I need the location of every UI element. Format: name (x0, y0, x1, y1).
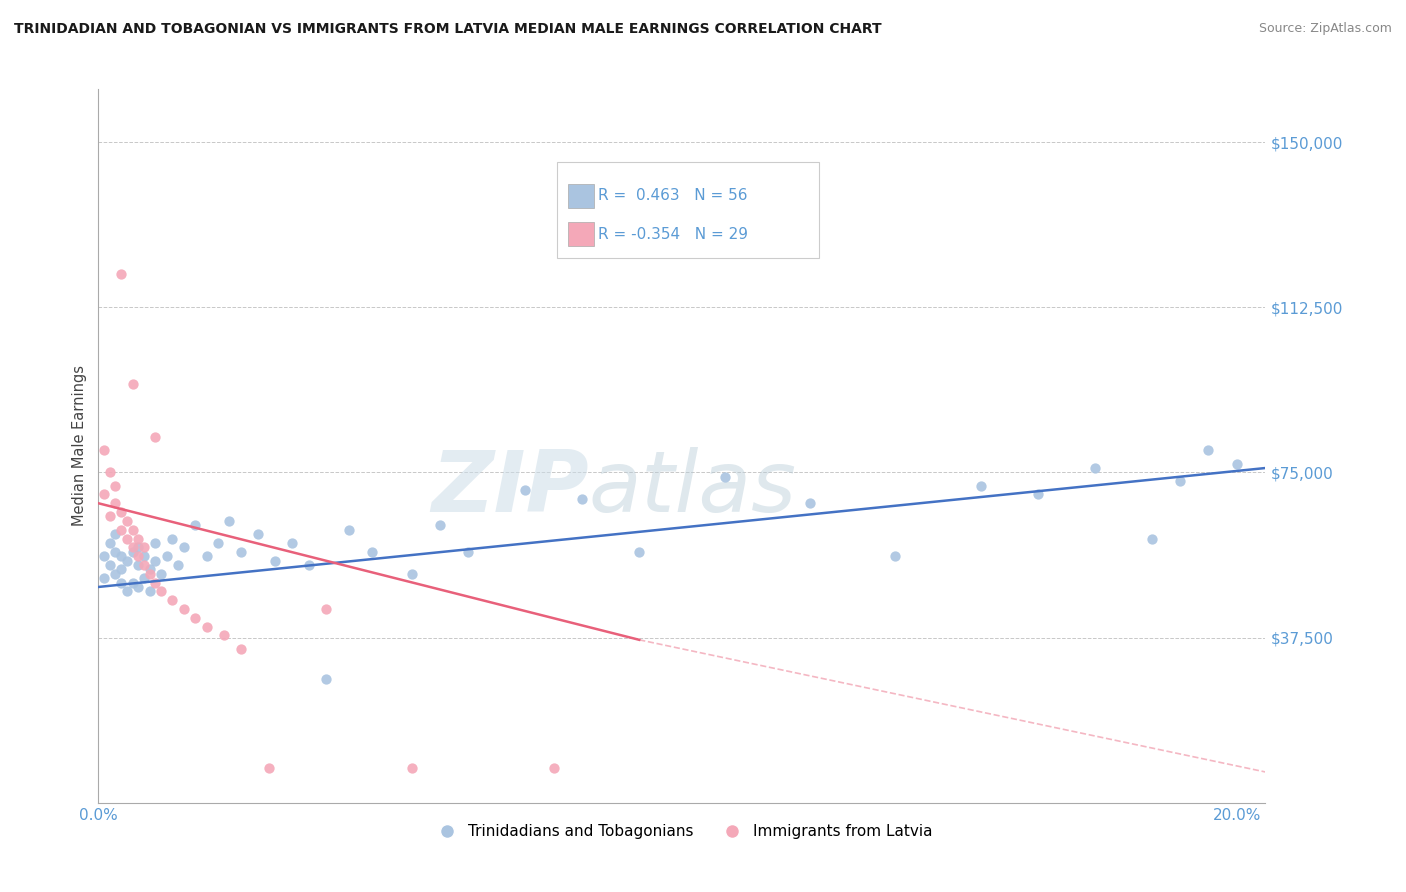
Point (257, 760, 280, 774)
Point (1168, 475, 1191, 489)
Point (115, 514, 138, 528)
Text: atlas: atlas (589, 447, 797, 531)
Point (195, 619, 218, 633)
Point (115, 584, 138, 599)
Point (127, 580, 149, 594)
Point (121, 523, 143, 537)
Point (628, 545, 651, 559)
Point (150, 566, 173, 581)
Point (970, 478, 993, 492)
Point (143, 575, 166, 590)
Point (360, 545, 382, 559)
Point (218, 514, 240, 528)
Point (132, 541, 155, 555)
Point (127, 549, 149, 563)
Point (713, 470, 735, 484)
Point (110, 505, 132, 519)
Point (162, 532, 184, 546)
Point (1226, 457, 1249, 471)
Point (1198, 443, 1220, 458)
Point (93, 443, 115, 458)
FancyBboxPatch shape (568, 222, 593, 246)
Point (110, 549, 132, 563)
Point (173, 541, 195, 555)
Legend: Trinidadians and Tobagonians, Immigrants from Latvia: Trinidadians and Tobagonians, Immigrants… (425, 818, 939, 845)
Point (515, 483, 537, 497)
Point (401, 566, 423, 581)
Point (104, 545, 127, 559)
Point (212, 628, 235, 642)
Point (104, 496, 127, 510)
Point (457, 545, 479, 559)
Point (143, 536, 166, 550)
Point (104, 478, 127, 492)
Point (110, 267, 132, 281)
Point (98, 558, 121, 572)
Point (571, 491, 593, 506)
Point (138, 566, 160, 581)
Point (184, 611, 207, 625)
Point (315, 673, 337, 687)
Point (138, 562, 160, 576)
Point (98, 466, 121, 480)
Point (143, 430, 166, 444)
Point (156, 549, 179, 563)
Point (401, 760, 423, 774)
Point (110, 575, 132, 590)
Point (127, 558, 149, 572)
Point (246, 527, 269, 541)
Point (127, 541, 149, 555)
Point (104, 566, 127, 581)
Point (115, 532, 138, 546)
Point (143, 553, 166, 567)
Point (121, 545, 143, 559)
Point (229, 641, 252, 656)
Point (127, 532, 149, 546)
Point (207, 536, 229, 550)
Point (121, 377, 143, 392)
Point (162, 593, 184, 607)
Point (93, 487, 115, 501)
Point (799, 496, 821, 510)
FancyBboxPatch shape (557, 162, 818, 258)
Point (110, 562, 132, 576)
Point (93, 549, 115, 563)
Point (173, 602, 195, 616)
Point (298, 558, 321, 572)
Point (132, 549, 155, 563)
Text: ZIP: ZIP (430, 447, 589, 531)
Y-axis label: Median Male Earnings: Median Male Earnings (72, 366, 87, 526)
Point (121, 575, 143, 590)
Point (1026, 487, 1049, 501)
Point (167, 558, 190, 572)
Point (115, 553, 138, 567)
Point (110, 523, 132, 537)
FancyBboxPatch shape (568, 184, 593, 208)
Point (429, 518, 451, 533)
Point (315, 602, 337, 616)
Point (93, 571, 115, 585)
Point (281, 536, 304, 550)
Point (1084, 461, 1107, 475)
Point (104, 527, 127, 541)
Text: R = -0.354   N = 29: R = -0.354 N = 29 (598, 227, 748, 242)
Text: R =  0.463   N = 56: R = 0.463 N = 56 (598, 188, 747, 203)
Point (884, 549, 907, 563)
Point (337, 523, 360, 537)
Point (195, 549, 218, 563)
Text: TRINIDADIAN AND TOBAGONIAN VS IMMIGRANTS FROM LATVIA MEDIAN MALE EARNINGS CORREL: TRINIDADIAN AND TOBAGONIAN VS IMMIGRANTS… (14, 22, 882, 37)
Point (1140, 532, 1163, 546)
Point (150, 584, 173, 599)
Point (184, 518, 207, 533)
Point (543, 760, 565, 774)
Point (98, 536, 121, 550)
Point (132, 571, 155, 585)
Point (98, 509, 121, 524)
Point (264, 553, 287, 567)
Text: Source: ZipAtlas.com: Source: ZipAtlas.com (1258, 22, 1392, 36)
Point (121, 541, 143, 555)
Point (132, 558, 155, 572)
Point (229, 545, 252, 559)
Point (138, 584, 160, 599)
